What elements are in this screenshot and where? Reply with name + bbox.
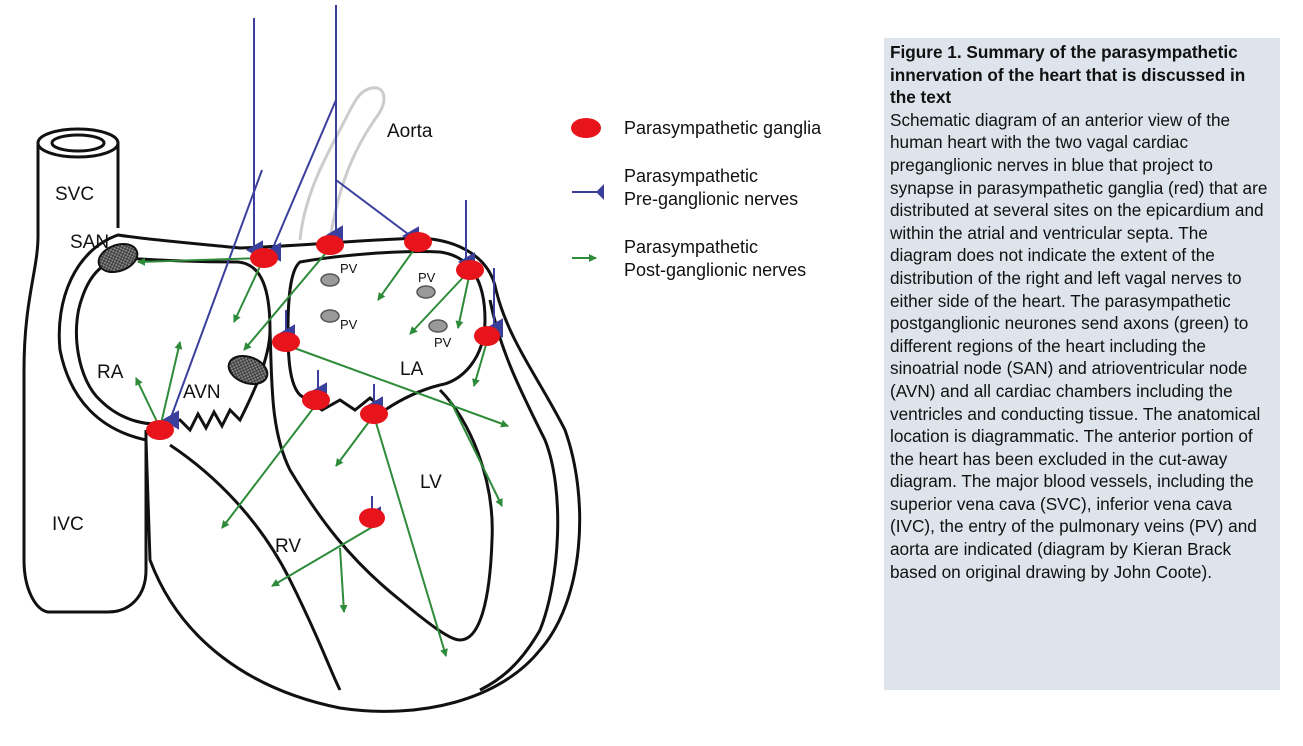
legend-pre-label-1: Parasympathetic	[624, 166, 758, 186]
caption-body: Schematic diagram of an anterior view of…	[890, 109, 1268, 582]
label-ivc: IVC	[52, 514, 84, 535]
heart-inner-wall-right	[479, 299, 560, 692]
vena-cava	[22, 127, 148, 614]
postganglionic-nerves	[135, 243, 509, 657]
legend-post-label-1: Parasympathetic	[624, 237, 758, 257]
heart-outline	[57, 233, 582, 713]
avn-node	[227, 354, 269, 386]
san-node	[97, 242, 139, 274]
legend-post-label-2: Post-ganglionic nerves	[624, 260, 806, 280]
ra-chamber	[75, 256, 272, 433]
preganglionic-nerves	[161, 5, 503, 526]
label-san: SAN	[70, 232, 109, 253]
legend: Parasympathetic ganglia Parasympathetic …	[571, 118, 822, 280]
legend-ganglia-swatch	[571, 118, 601, 138]
label-pv-1: PV	[340, 261, 358, 276]
label-pv-3: PV	[418, 270, 436, 285]
label-rv: RV	[275, 536, 301, 557]
label-la: LA	[400, 359, 424, 380]
aorta-outline	[298, 86, 386, 241]
label-pv-4: PV	[434, 335, 452, 350]
label-aorta: Aorta	[387, 121, 433, 142]
legend-pre-label-2: Pre-ganglionic nerves	[624, 189, 798, 209]
label-avn: AVN	[183, 382, 221, 403]
heart-innervation-diagram: Aorta SVC SAN RA AVN LA LV RV IVC PV PV …	[22, 5, 822, 713]
legend-ganglia-label: Parasympathetic ganglia	[624, 118, 822, 138]
label-pv-2: PV	[340, 317, 358, 332]
label-svc: SVC	[55, 184, 94, 205]
figure-caption: Figure 1. Summary of the parasympathetic…	[884, 38, 1280, 690]
heart-inner-outline	[169, 443, 342, 691]
pulmonary-veins	[320, 273, 448, 333]
parasympathetic-ganglia	[146, 232, 500, 528]
caption-title: Figure 1. Summary of the parasympathetic…	[890, 42, 1246, 108]
label-ra: RA	[97, 362, 124, 383]
label-lv: LV	[420, 472, 442, 493]
